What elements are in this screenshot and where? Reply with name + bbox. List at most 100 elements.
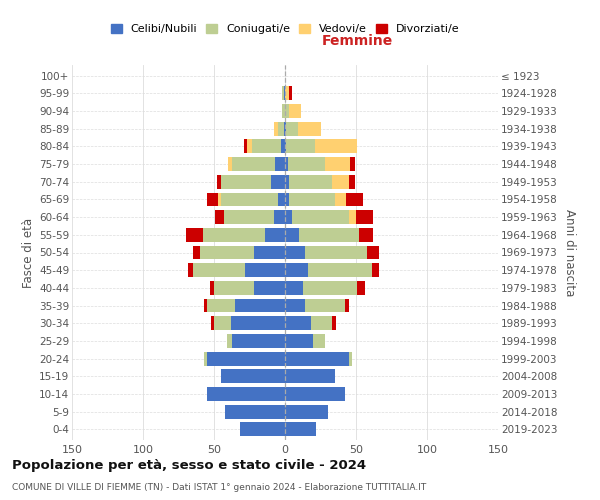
Bar — [349, 352, 352, 366]
Text: COMUNE DI VILLE DI FIEMME (TN) - Dati ISTAT 1° gennaio 2024 - Elaborazione TUTTI: COMUNE DI VILLE DI FIEMME (TN) - Dati IS… — [12, 483, 426, 492]
Bar — [289, 175, 332, 188]
Bar — [285, 228, 299, 241]
Bar — [305, 246, 367, 260]
Bar — [282, 86, 284, 100]
Bar — [282, 104, 285, 118]
Bar — [311, 316, 332, 330]
Bar — [207, 192, 218, 206]
Bar — [204, 298, 207, 312]
Bar — [226, 405, 285, 418]
Bar — [217, 175, 221, 188]
Bar — [207, 387, 285, 401]
Bar — [221, 192, 278, 206]
Bar — [232, 334, 285, 348]
Bar — [286, 140, 315, 153]
Bar — [232, 157, 275, 171]
Bar — [247, 140, 253, 153]
Bar — [231, 316, 285, 330]
Bar — [188, 264, 193, 277]
Bar — [200, 246, 254, 260]
Bar — [349, 175, 355, 188]
Bar — [193, 246, 200, 260]
Bar — [285, 157, 288, 171]
Bar — [218, 192, 221, 206]
Bar — [285, 334, 313, 348]
Bar — [356, 210, 373, 224]
Bar — [214, 281, 254, 295]
Legend: Celibi/Nubili, Coniugati/e, Vedovi/e, Divorziati/e: Celibi/Nubili, Coniugati/e, Vedovi/e, Di… — [109, 22, 461, 36]
Bar — [210, 281, 214, 295]
Bar — [285, 264, 308, 277]
Bar — [285, 122, 286, 136]
Bar — [289, 192, 335, 206]
Bar — [285, 140, 286, 153]
Bar — [203, 228, 265, 241]
Bar — [358, 281, 365, 295]
Bar — [349, 210, 356, 224]
Bar — [344, 298, 349, 312]
Bar — [359, 228, 373, 241]
Bar — [254, 281, 285, 295]
Bar — [346, 192, 363, 206]
Bar — [285, 352, 349, 366]
Bar — [207, 352, 285, 366]
Bar — [335, 192, 346, 206]
Bar — [185, 228, 203, 241]
Bar — [285, 387, 344, 401]
Bar — [289, 104, 301, 118]
Bar — [332, 316, 336, 330]
Text: Popolazione per età, sesso e stato civile - 2024: Popolazione per età, sesso e stato civil… — [12, 460, 366, 472]
Bar — [235, 298, 285, 312]
Bar — [299, 228, 359, 241]
Bar — [285, 405, 328, 418]
Bar — [289, 86, 292, 100]
Bar — [285, 422, 316, 436]
Bar — [285, 370, 335, 383]
Bar — [285, 298, 305, 312]
Bar — [304, 281, 358, 295]
Bar — [288, 157, 325, 171]
Bar — [274, 210, 285, 224]
Bar — [325, 157, 350, 171]
Bar — [265, 228, 285, 241]
Y-axis label: Anni di nascita: Anni di nascita — [563, 209, 576, 296]
Bar — [350, 157, 355, 171]
Y-axis label: Fasce di età: Fasce di età — [22, 218, 35, 288]
Bar — [281, 140, 285, 153]
Bar — [215, 210, 224, 224]
Bar — [227, 334, 232, 348]
Bar — [275, 157, 285, 171]
Bar — [285, 86, 289, 100]
Bar — [239, 422, 285, 436]
Bar — [315, 140, 358, 153]
Bar — [278, 122, 284, 136]
Bar — [298, 122, 320, 136]
Bar — [221, 370, 285, 383]
Bar — [228, 157, 232, 171]
Bar — [308, 264, 371, 277]
Bar — [371, 264, 379, 277]
Bar — [224, 210, 274, 224]
Bar — [285, 316, 311, 330]
Bar — [313, 334, 325, 348]
Bar — [292, 210, 349, 224]
Bar — [214, 316, 231, 330]
Bar — [285, 175, 289, 188]
Bar — [285, 281, 304, 295]
Bar — [286, 122, 298, 136]
Bar — [332, 175, 349, 188]
Bar — [253, 140, 281, 153]
Bar — [284, 122, 285, 136]
Bar — [221, 175, 271, 188]
Bar — [254, 246, 285, 260]
Bar — [285, 104, 289, 118]
Bar — [245, 264, 285, 277]
Text: Femmine: Femmine — [322, 34, 393, 48]
Bar — [285, 246, 305, 260]
Bar — [207, 298, 235, 312]
Bar — [278, 192, 285, 206]
Bar — [204, 352, 207, 366]
Bar — [244, 140, 247, 153]
Bar — [284, 86, 285, 100]
Bar — [211, 316, 214, 330]
